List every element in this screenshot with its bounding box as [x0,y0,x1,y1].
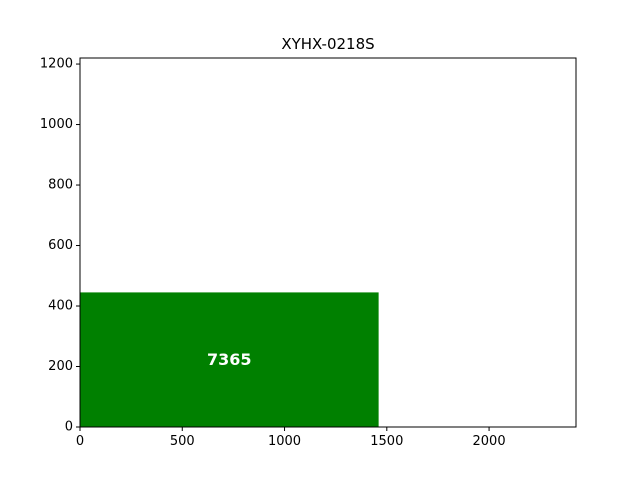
chart-title: XYHX-0218S [281,35,374,53]
x-tick-label: 500 [170,434,195,449]
plot-frame [79,57,577,428]
ticks-layer: 0 500 1000 1500 2000 0 200 400 600 800 1000 1200 [40,57,506,449]
y-tick-label: 1000 [40,117,73,132]
y-tick-label: 1200 [40,57,73,72]
x-tick-label: 0 [76,434,84,449]
bars-layer: 7365 [80,292,379,427]
bar-0 [80,292,379,427]
y-tick-label: 200 [48,359,73,374]
y-tick-label: 600 [48,238,73,253]
x-tick-label: 1000 [268,434,301,449]
y-tick-label: 400 [48,299,73,314]
y-tick-label: 0 [65,420,73,435]
x-tick-label: 1500 [370,434,403,449]
y-tick-label: 800 [48,178,73,193]
x-tick-label: 2000 [473,434,506,449]
bar-label-0: 7365 [207,350,252,369]
